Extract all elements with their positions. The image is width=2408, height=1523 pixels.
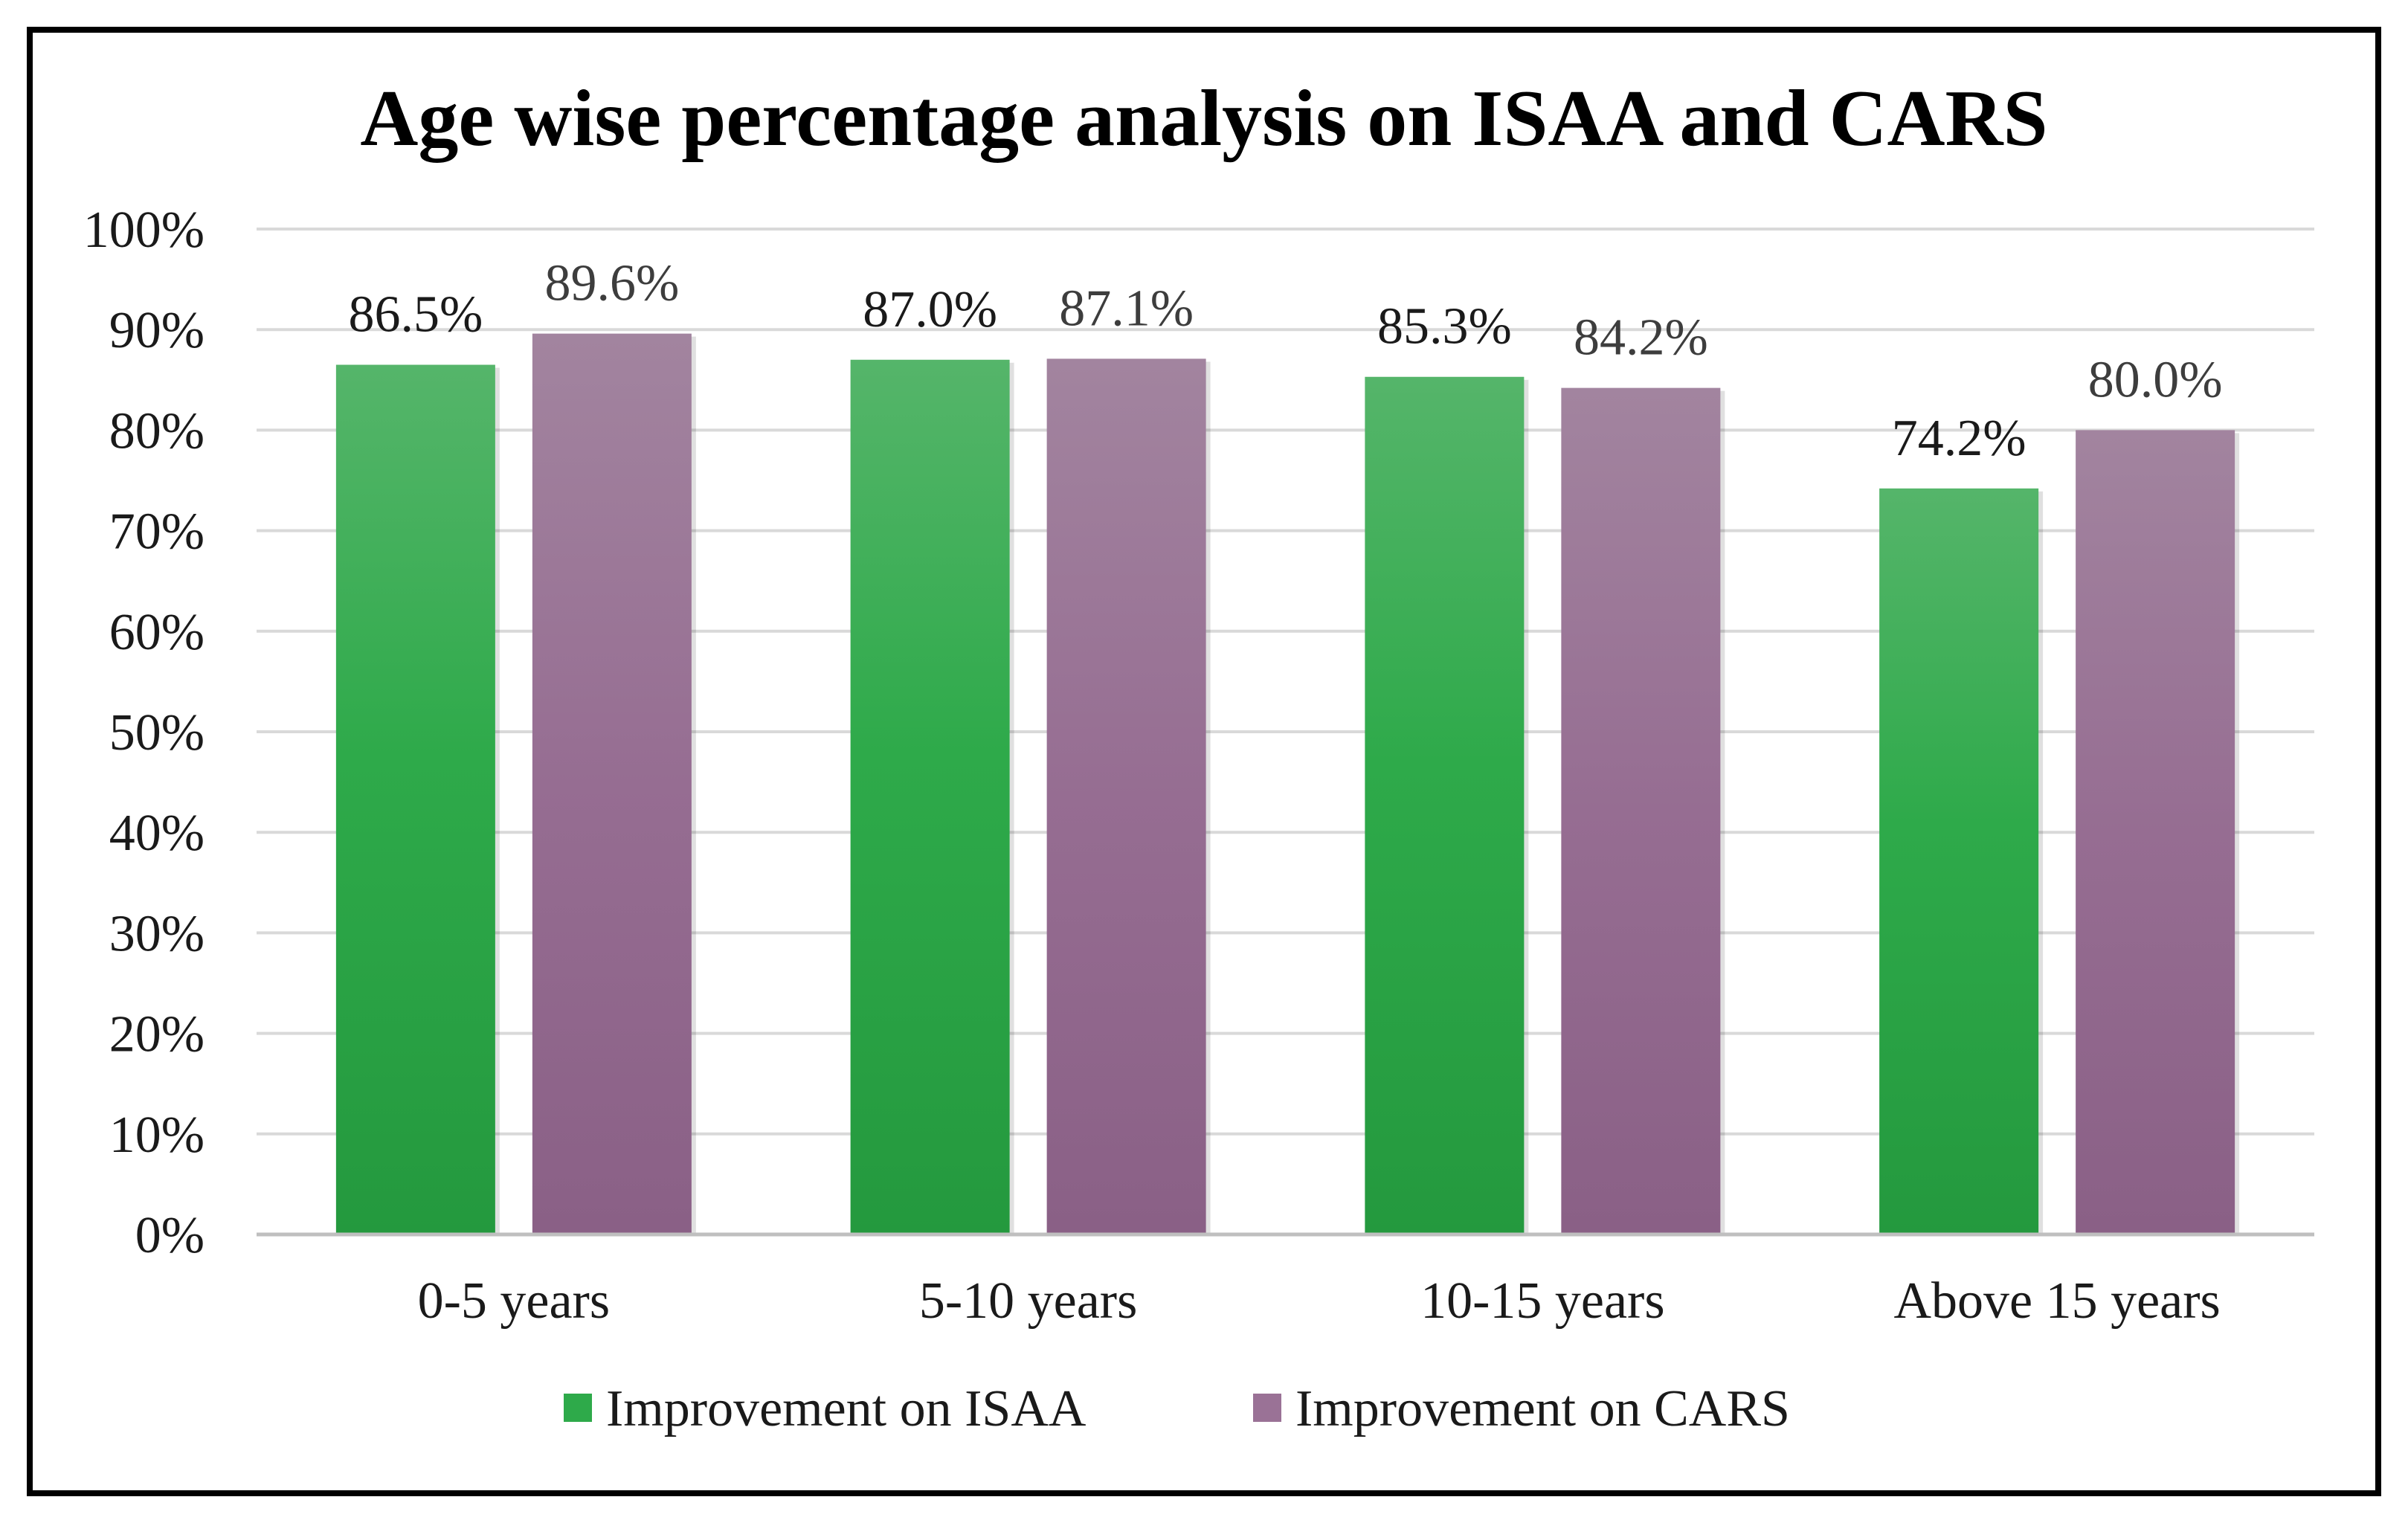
data-label: 89.6% [544,255,679,312]
y-tick-label: 100% [83,202,205,259]
bar-cars-0 [532,333,692,1234]
legend-label: Improvement on ISAA [606,1380,1087,1437]
legend-label: Improvement on CARS [1295,1380,1790,1437]
bars [335,333,2240,1235]
y-tick-label: 40% [109,805,205,862]
bar-cars-1 [1046,358,1206,1235]
data-label: 86.5% [348,286,483,344]
x-category-label: 10-15 years [1420,1272,1665,1330]
bar-isaa-1 [850,359,1010,1234]
x-category-label: 5-10 years [919,1272,1138,1330]
data-label: 80.0% [2088,351,2223,408]
bar-isaa-2 [1365,376,1525,1234]
y-tick-label: 70% [109,503,205,561]
legend-swatch-isaa [564,1394,592,1422]
y-tick-label: 90% [109,302,205,359]
data-label: 74.2% [1892,410,2026,467]
x-category-label: Above 15 years [1893,1272,2220,1330]
bar-isaa-3 [1879,488,2039,1234]
bar-isaa-0 [335,364,495,1234]
legend-swatch-cars [1253,1394,1281,1422]
y-tick-label: 80% [109,402,205,460]
data-label: 87.1% [1059,280,1194,337]
y-tick-label: 10% [109,1107,205,1164]
data-label: 84.2% [1574,309,1708,367]
y-tick-label: 0% [135,1207,205,1264]
bar-cars-2 [1561,387,1721,1235]
y-tick-label: 20% [109,1006,205,1063]
legend: Improvement on ISAA Improvement on CARS [564,1380,1790,1437]
data-label: 85.3% [1377,298,1512,355]
chart-title: Age wise percentage analysis on ISAA and… [360,74,2047,163]
y-tick-label: 60% [109,604,205,661]
data-label: 87.0% [863,281,997,338]
axes: 0% 10% 20% 30% 40% 50% 60% 70% 80% 90% 100% 0-5 yea… [83,202,2314,1330]
bar-cars-3 [2076,430,2235,1234]
y-tick-label: 50% [109,704,205,762]
data-labels: 86.5% 89.6% 87.0% 87.1% 85.3% 84.2% 74.2% 80.0% [348,255,2222,467]
y-tick-label: 30% [109,905,205,962]
x-category-label: 0-5 years [418,1272,611,1330]
